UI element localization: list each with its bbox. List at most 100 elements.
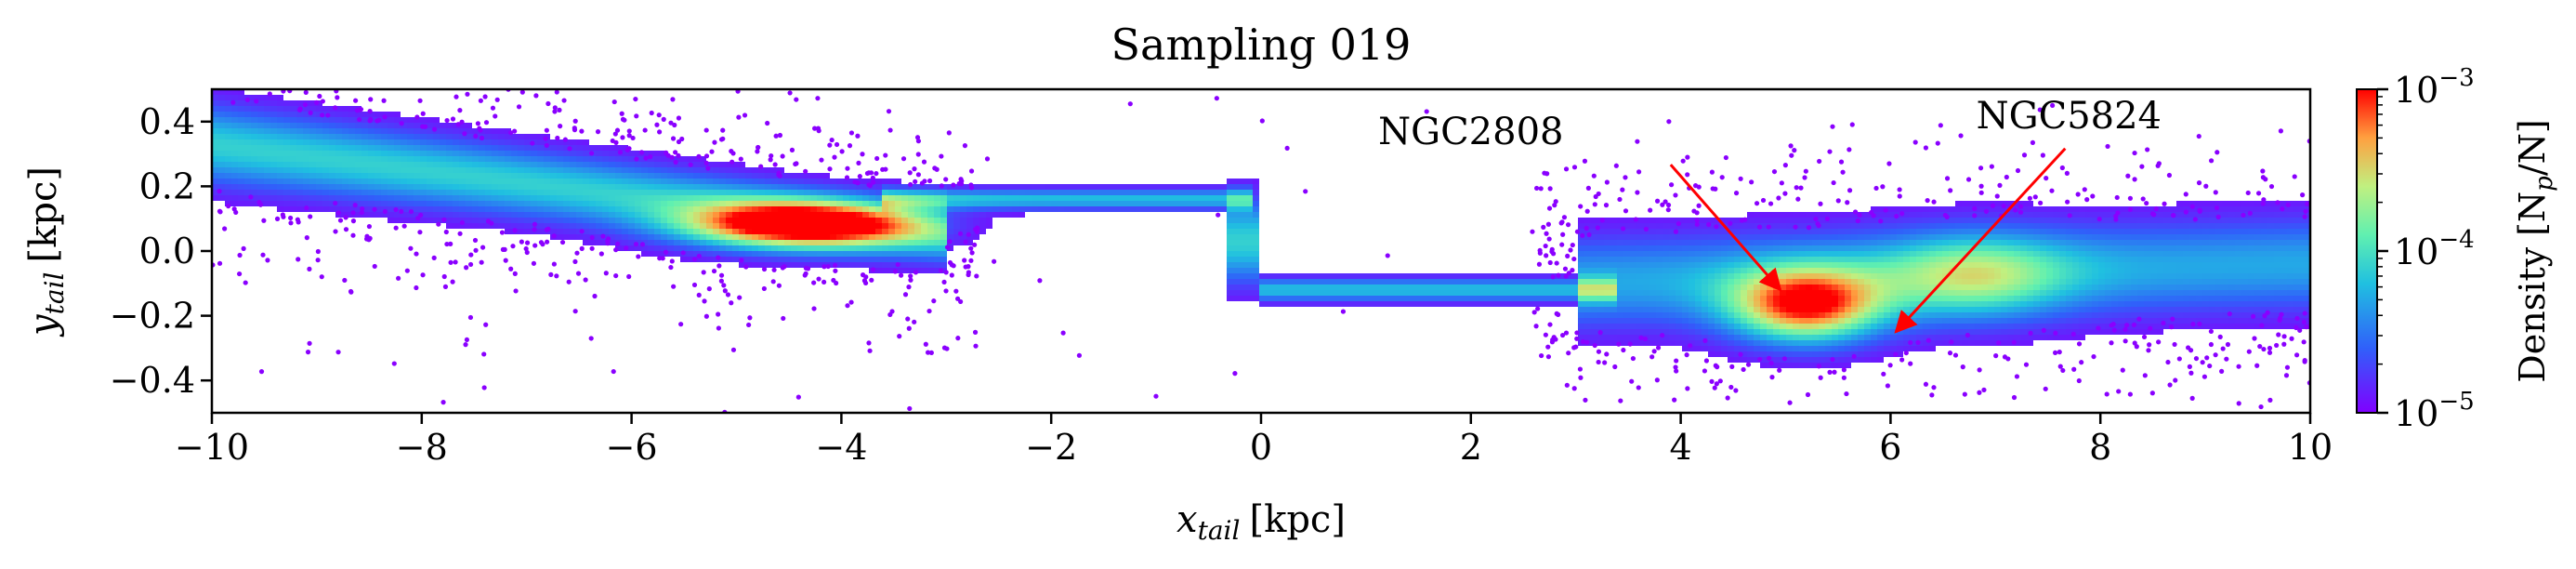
density-bin (1923, 273, 1929, 279)
density-bin (2040, 301, 2046, 307)
density-bin (1604, 307, 1610, 312)
density-bin (687, 245, 693, 251)
density-bin (908, 184, 914, 190)
density-bin (1780, 296, 1786, 301)
density-bin (1897, 262, 1903, 268)
density-bin (1734, 290, 1741, 296)
density-bin (2040, 251, 2046, 257)
density-bin (401, 145, 407, 151)
density-bin (2157, 218, 2163, 223)
density-bin (2098, 240, 2105, 245)
density-bin (1786, 212, 1793, 218)
density-bin (823, 245, 830, 251)
density-bin (1702, 324, 1708, 329)
density-bin (2066, 335, 2072, 340)
density-bin (1676, 262, 1682, 268)
density-bin (1240, 251, 1246, 257)
density-bin (1845, 240, 1851, 245)
density-bin (2085, 268, 2092, 273)
density-bin (2072, 296, 2079, 301)
density-bin (693, 218, 700, 223)
density-bin (823, 251, 830, 257)
density-bin (388, 123, 394, 128)
density-bin (1728, 296, 1734, 301)
density-bin (745, 190, 752, 195)
density-bin (960, 240, 966, 245)
density-bin (1702, 268, 1708, 273)
density-bin (999, 212, 1005, 218)
density-bin (361, 128, 368, 134)
density-bin (1786, 335, 1793, 340)
density-bin (836, 195, 843, 201)
density-bin (2092, 284, 2098, 290)
density-bin (2066, 296, 2072, 301)
density-bin (1910, 346, 1916, 351)
density-bin (1916, 206, 1923, 212)
density-bin (1402, 273, 1409, 279)
density-bin (231, 162, 238, 167)
density-bin (934, 195, 940, 201)
density-bin (1819, 240, 1825, 245)
density-bin (596, 184, 602, 190)
density-bin (225, 134, 231, 139)
density-bin (1669, 229, 1676, 234)
density-bin (1545, 301, 1552, 307)
density-bin (797, 257, 804, 262)
density-bin (244, 151, 251, 156)
density-bin (843, 229, 849, 234)
density-bin (1962, 340, 1968, 346)
density-bin (817, 173, 823, 179)
density-bin (739, 262, 745, 268)
density-bin (1851, 318, 1858, 324)
density-bin (2137, 257, 2144, 262)
density-bin (1578, 223, 1584, 229)
density-bin (726, 206, 732, 212)
density-bin (2137, 234, 2144, 240)
density-bin (1786, 223, 1793, 229)
density-bin (1793, 296, 1799, 301)
density-bin (1864, 251, 1871, 257)
density-bin (290, 206, 296, 212)
density-bin (745, 229, 752, 234)
density-bin (1721, 284, 1728, 290)
density-bin (1890, 268, 1897, 273)
density-bin (2157, 251, 2163, 257)
plot-area (210, 87, 2312, 415)
density-bin (1610, 262, 1617, 268)
density-bin (1428, 290, 1435, 296)
density-bin (1630, 251, 1636, 257)
density-bin (2105, 234, 2111, 240)
density-bin (433, 145, 440, 151)
density-bin (1780, 223, 1786, 229)
density-bin (1708, 262, 1715, 268)
density-bin (706, 218, 713, 223)
density-bin (2059, 268, 2066, 273)
density-bin (472, 151, 479, 156)
density-bin (1923, 290, 1929, 296)
density-bin (2001, 284, 2007, 290)
density-bin (765, 257, 771, 262)
density-bin (550, 162, 557, 167)
density-bin (2066, 279, 2072, 284)
density-bin (1058, 195, 1064, 201)
density-bin (856, 190, 862, 195)
density-bin (322, 117, 329, 123)
density-bin (2111, 273, 2118, 279)
density-bin (2020, 284, 2027, 290)
density-bin (2001, 329, 2007, 335)
density-bin (2105, 318, 2111, 324)
density-bin (1116, 195, 1123, 201)
density-bin (225, 95, 231, 100)
density-bin (472, 201, 479, 206)
density-bin (557, 234, 563, 240)
density-bin (1181, 190, 1188, 195)
density-bin (1819, 290, 1825, 296)
density-bin (355, 179, 361, 184)
density-bin (1884, 335, 1890, 340)
density-bin (1656, 251, 1663, 257)
density-bin (752, 212, 758, 218)
density-bin (2105, 324, 2111, 329)
density-bin (264, 173, 270, 179)
density-bin (849, 190, 856, 195)
density-bin (257, 112, 264, 117)
